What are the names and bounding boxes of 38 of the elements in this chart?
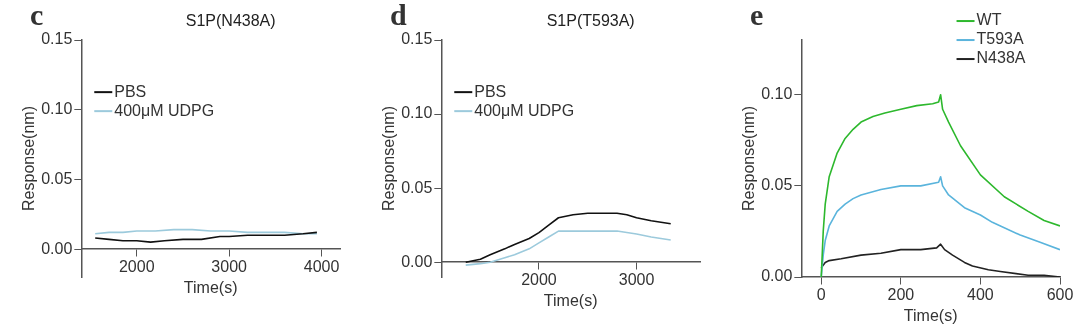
legend-label: PBS [114,82,147,100]
x-axis-title: Time(s) [543,292,598,310]
legend-label: 400μM UDPG [114,101,215,119]
y-tick-label: 0.10 [41,100,73,118]
x-tick-label: 3000 [618,271,655,289]
legend-label: N438A [976,49,1026,67]
x-tick-label: 200 [887,286,915,304]
y-axis-title: Response(nm) [380,106,398,211]
text: c [30,0,44,31]
y-tick-label: 0.10 [401,104,433,122]
x-tick-label: 4000 [303,258,340,276]
text: e [750,0,764,31]
x-tick-label: 2000 [118,258,155,276]
y-axis-title: Response(nm) [740,106,758,211]
legend-label: 400μM UDPG [474,101,575,119]
y-tick-label: 0.15 [41,30,73,48]
x-tick-label: 400 [967,286,994,304]
y-tick-label: 0.15 [401,30,433,48]
x-axis-title: Time(s) [903,307,958,325]
x-axis-title: Time(s) [183,279,238,297]
y-tick-label: 0.00 [401,252,433,270]
y-tick-label: 0.00 [761,267,793,285]
text: d [390,0,407,31]
x-tick-label: 600 [1046,286,1074,304]
x-tick-label: 2000 [521,271,557,289]
y-tick-label: 0.05 [761,176,793,194]
legend-label: PBS [474,82,507,100]
legend-label: T593A [976,30,1025,48]
y-axis-title: Response(nm) [20,106,38,211]
x-tick-label: 3000 [211,258,248,276]
y-tick-label: 0.10 [761,85,793,103]
x-tick-label: 0 [816,286,826,304]
chart-title: S1P(N438A) [185,12,276,30]
y-tick-label: 0.00 [41,239,73,257]
legend-label: WT [976,11,1002,29]
y-tick-label: 0.05 [41,169,73,187]
chart-title: S1P(T593A) [546,12,635,30]
y-tick-label: 0.05 [401,178,433,196]
